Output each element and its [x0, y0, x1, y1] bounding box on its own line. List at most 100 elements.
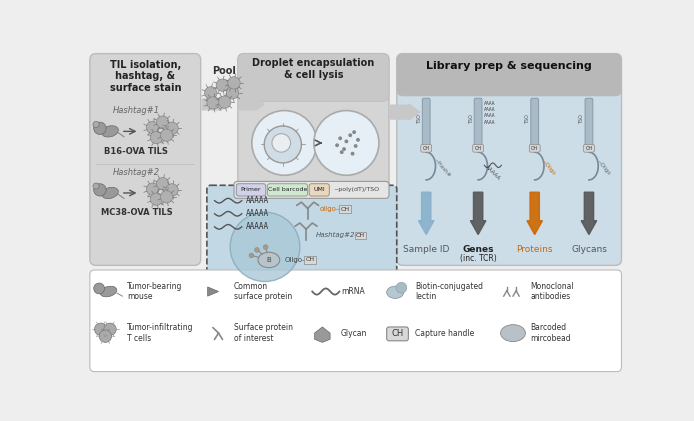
Text: Surface protein
of interest: Surface protein of interest [234, 323, 293, 343]
FancyArrow shape [391, 104, 420, 120]
Circle shape [207, 97, 219, 109]
Circle shape [160, 191, 173, 203]
Circle shape [340, 150, 344, 154]
Circle shape [166, 184, 178, 196]
Text: ~Oligo: ~Oligo [595, 159, 611, 176]
Ellipse shape [500, 325, 525, 341]
Circle shape [350, 152, 355, 156]
FancyBboxPatch shape [237, 184, 266, 196]
Text: TIL isolation,
hashtag, &
surface stain: TIL isolation, hashtag, & surface stain [110, 60, 181, 93]
FancyBboxPatch shape [585, 98, 593, 148]
Polygon shape [208, 287, 219, 296]
Ellipse shape [100, 286, 117, 297]
Text: CH: CH [585, 146, 593, 151]
FancyArrow shape [239, 98, 264, 111]
Text: AAAAA: AAAAA [246, 222, 269, 232]
Circle shape [157, 116, 169, 128]
Text: AAAA: AAAA [484, 101, 496, 106]
Circle shape [93, 183, 99, 189]
Circle shape [151, 131, 162, 144]
Text: ~poly(dT)/TSO: ~poly(dT)/TSO [333, 187, 380, 192]
FancyBboxPatch shape [421, 144, 432, 152]
Text: Pool: Pool [212, 66, 236, 76]
Text: Tumor-bearing
mouse: Tumor-bearing mouse [127, 282, 183, 301]
Circle shape [348, 133, 352, 137]
Circle shape [314, 111, 379, 175]
Text: Droplet encapsulation
& cell lysis: Droplet encapsulation & cell lysis [253, 58, 375, 80]
Circle shape [166, 122, 178, 134]
Circle shape [94, 283, 105, 294]
Circle shape [338, 136, 342, 140]
Text: B: B [266, 257, 271, 263]
FancyBboxPatch shape [397, 53, 622, 96]
Ellipse shape [258, 252, 280, 268]
Text: TSO: TSO [579, 114, 584, 124]
Circle shape [146, 121, 159, 134]
Text: CH: CH [305, 258, 314, 262]
Ellipse shape [230, 212, 300, 282]
Text: Primer: Primer [241, 187, 262, 192]
Text: ~Hash#: ~Hash# [432, 157, 451, 178]
Circle shape [249, 253, 254, 258]
Text: AAAA: AAAA [484, 114, 496, 118]
Circle shape [160, 129, 173, 141]
Circle shape [104, 323, 116, 336]
Circle shape [252, 111, 317, 175]
FancyBboxPatch shape [238, 53, 389, 101]
Text: Capture handle: Capture handle [415, 329, 475, 338]
FancyBboxPatch shape [90, 53, 201, 265]
Circle shape [356, 138, 360, 142]
Circle shape [99, 330, 112, 342]
Circle shape [151, 193, 162, 205]
Text: Common
surface protein: Common surface protein [234, 282, 292, 301]
Text: MC38-OVA TILS: MC38-OVA TILS [101, 208, 172, 217]
Text: CH: CH [475, 146, 482, 151]
FancyArrow shape [418, 192, 434, 234]
Circle shape [94, 122, 106, 134]
Text: Barcoded
mircobead: Barcoded mircobead [530, 323, 570, 343]
Text: Sample ID: Sample ID [403, 245, 450, 253]
FancyBboxPatch shape [90, 270, 622, 372]
Circle shape [216, 79, 228, 91]
Text: AAAA: AAAA [484, 107, 496, 112]
Text: UMI: UMI [314, 187, 325, 192]
Ellipse shape [387, 286, 404, 298]
Circle shape [344, 139, 348, 143]
Text: Hashtag#2: Hashtag#2 [113, 168, 160, 176]
Circle shape [396, 282, 407, 293]
Circle shape [264, 126, 301, 163]
Text: oligo—: oligo— [319, 206, 343, 212]
FancyBboxPatch shape [473, 144, 484, 152]
FancyArrow shape [202, 98, 229, 111]
Text: CH: CH [340, 207, 349, 212]
FancyBboxPatch shape [584, 144, 594, 152]
Circle shape [255, 248, 260, 252]
Circle shape [157, 178, 169, 190]
Text: Oligo—: Oligo— [285, 257, 310, 263]
Text: B16-OVA TILS: B16-OVA TILS [104, 147, 168, 156]
Text: Glycans: Glycans [571, 245, 607, 253]
Text: Hashtag#2—: Hashtag#2— [315, 232, 362, 238]
Circle shape [352, 130, 356, 134]
Text: Hashtag#1: Hashtag#1 [113, 106, 160, 115]
Text: Genes: Genes [462, 245, 494, 253]
Circle shape [342, 147, 346, 151]
Text: AAAAA: AAAAA [246, 209, 269, 218]
Circle shape [272, 134, 291, 152]
Circle shape [93, 121, 99, 128]
Text: Biotin-conjugated
lectin: Biotin-conjugated lectin [415, 282, 483, 301]
Text: AAAA: AAAA [484, 120, 496, 125]
Text: Proteins: Proteins [516, 245, 553, 253]
Text: TSO: TSO [468, 114, 473, 124]
Text: AAAAA: AAAAA [484, 164, 502, 181]
Text: mRNA: mRNA [341, 287, 365, 296]
Circle shape [354, 144, 357, 148]
FancyBboxPatch shape [234, 181, 389, 198]
Ellipse shape [101, 187, 119, 199]
FancyArrow shape [581, 192, 597, 234]
FancyBboxPatch shape [530, 144, 540, 152]
FancyBboxPatch shape [474, 98, 482, 148]
Ellipse shape [101, 126, 119, 137]
Circle shape [226, 87, 239, 99]
Text: TSO: TSO [525, 114, 530, 124]
